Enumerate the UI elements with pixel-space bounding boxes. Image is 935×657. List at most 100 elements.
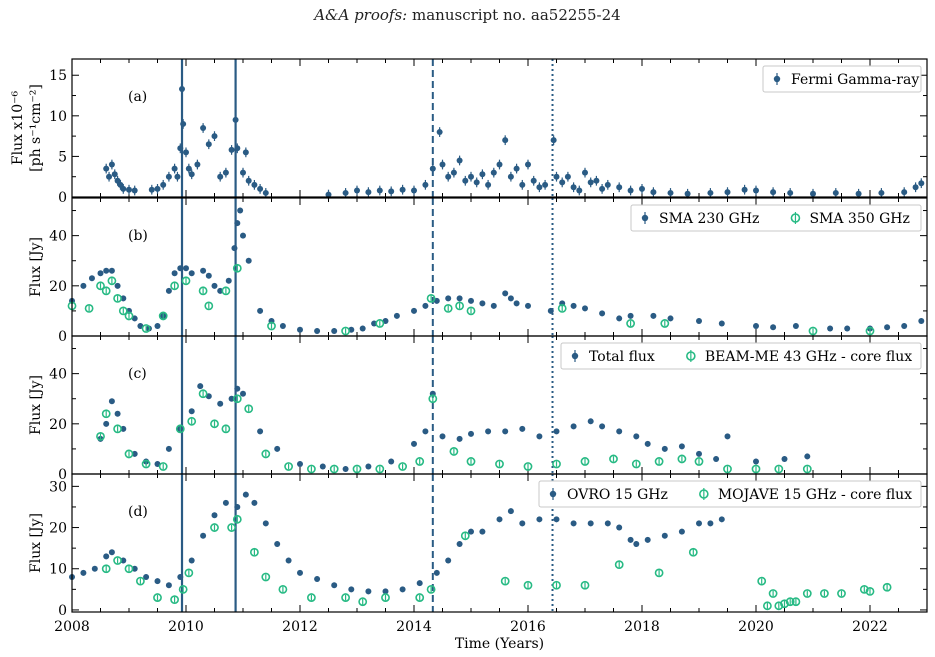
legend-label: SMA 350 GHz bbox=[809, 211, 909, 227]
data-point bbox=[912, 184, 919, 191]
data-point-open bbox=[780, 599, 789, 609]
data-point-open bbox=[352, 464, 362, 474]
data-point-open bbox=[552, 459, 561, 469]
data-point bbox=[564, 173, 571, 180]
data-point bbox=[536, 184, 543, 191]
data-point bbox=[245, 177, 252, 184]
data-point-open bbox=[175, 424, 185, 434]
data-point bbox=[918, 180, 925, 187]
data-point-open bbox=[802, 464, 812, 474]
data-point-open bbox=[723, 464, 732, 474]
x-tick-label: 2010 bbox=[168, 619, 204, 635]
data-point bbox=[228, 395, 235, 402]
data-point-open bbox=[210, 419, 219, 429]
data-point bbox=[103, 553, 110, 560]
data-point bbox=[240, 390, 246, 397]
data-point-open bbox=[261, 572, 271, 582]
data-point bbox=[211, 282, 218, 289]
data-point bbox=[388, 188, 395, 195]
legend-box bbox=[538, 480, 922, 508]
data-point bbox=[314, 576, 321, 583]
data-point bbox=[530, 177, 537, 184]
data-point bbox=[251, 499, 258, 506]
data-point bbox=[436, 129, 443, 136]
data-point bbox=[753, 458, 759, 465]
data-point-open bbox=[118, 306, 128, 316]
data-point bbox=[126, 186, 132, 193]
y-axis-label: Flux [Jy] bbox=[28, 375, 44, 435]
data-point bbox=[616, 428, 623, 435]
data-point-open bbox=[381, 593, 390, 602]
data-point bbox=[490, 302, 497, 309]
data-point bbox=[684, 190, 691, 197]
data-point bbox=[240, 232, 246, 239]
data-point bbox=[433, 569, 440, 576]
data-point bbox=[131, 187, 138, 194]
data-point bbox=[262, 520, 269, 527]
data-point bbox=[468, 173, 474, 180]
data-point bbox=[422, 302, 429, 309]
data-point bbox=[439, 161, 446, 168]
legend-marker bbox=[641, 214, 649, 222]
panel-label: (b) bbox=[128, 228, 148, 244]
data-point bbox=[485, 181, 492, 188]
data-point bbox=[365, 189, 372, 196]
data-point bbox=[485, 428, 492, 435]
header-italic: A&A proofs: bbox=[314, 6, 408, 24]
data-point-open bbox=[426, 584, 436, 594]
data-point bbox=[479, 528, 486, 535]
y-axis-label-units: [ph s⁻¹cm⁻²] bbox=[28, 84, 44, 172]
data-point bbox=[154, 185, 161, 192]
data-point bbox=[348, 586, 355, 593]
panel-label: (c) bbox=[128, 366, 147, 382]
data-point-open bbox=[859, 584, 869, 594]
data-point-open bbox=[141, 459, 151, 469]
legend-marker bbox=[571, 352, 579, 360]
data-point-open bbox=[232, 394, 242, 404]
y-tick-label: 10 bbox=[49, 562, 67, 578]
data-point-open bbox=[763, 601, 772, 611]
data-point-open bbox=[113, 556, 122, 565]
legend-marker bbox=[790, 213, 801, 223]
data-point bbox=[507, 295, 514, 302]
data-point bbox=[639, 185, 645, 192]
data-point bbox=[519, 425, 526, 432]
data-point bbox=[185, 165, 192, 172]
data-point bbox=[741, 186, 748, 193]
data-point-open bbox=[221, 424, 231, 434]
data-point bbox=[422, 181, 429, 188]
y-axis-label: Flux [Jy] bbox=[28, 513, 44, 573]
data-point-open bbox=[557, 303, 567, 313]
data-point bbox=[627, 187, 634, 194]
data-point bbox=[770, 189, 777, 196]
data-point bbox=[878, 189, 885, 196]
data-point bbox=[468, 297, 474, 304]
data-point bbox=[450, 169, 457, 176]
y-tick-label: 20 bbox=[49, 417, 67, 433]
data-point-open bbox=[135, 576, 145, 586]
data-point-open bbox=[198, 286, 208, 296]
legend-label: MOJAVE 15 GHz - core flux bbox=[718, 487, 912, 503]
data-point-open bbox=[358, 597, 368, 607]
legend-label: BEAM-ME 43 GHz - core flux bbox=[705, 349, 912, 365]
legend-marker bbox=[686, 351, 696, 361]
data-point bbox=[120, 295, 127, 302]
data-point bbox=[536, 433, 543, 440]
data-point bbox=[177, 573, 184, 580]
data-point bbox=[217, 287, 224, 294]
data-point-open bbox=[170, 281, 179, 291]
data-point bbox=[644, 440, 651, 447]
panel-frame bbox=[71, 473, 928, 613]
data-point bbox=[399, 186, 406, 193]
data-point-open bbox=[306, 593, 316, 602]
data-point-open bbox=[124, 311, 134, 321]
data-point bbox=[80, 569, 87, 576]
data-point bbox=[262, 189, 269, 196]
data-point bbox=[88, 275, 95, 282]
y-axis-label: Flux [Jy] bbox=[28, 237, 44, 297]
data-point bbox=[232, 116, 239, 123]
x-tick-label: 2008 bbox=[54, 619, 90, 635]
data-point-open bbox=[688, 547, 698, 557]
data-point bbox=[228, 146, 235, 153]
data-point bbox=[103, 165, 110, 172]
